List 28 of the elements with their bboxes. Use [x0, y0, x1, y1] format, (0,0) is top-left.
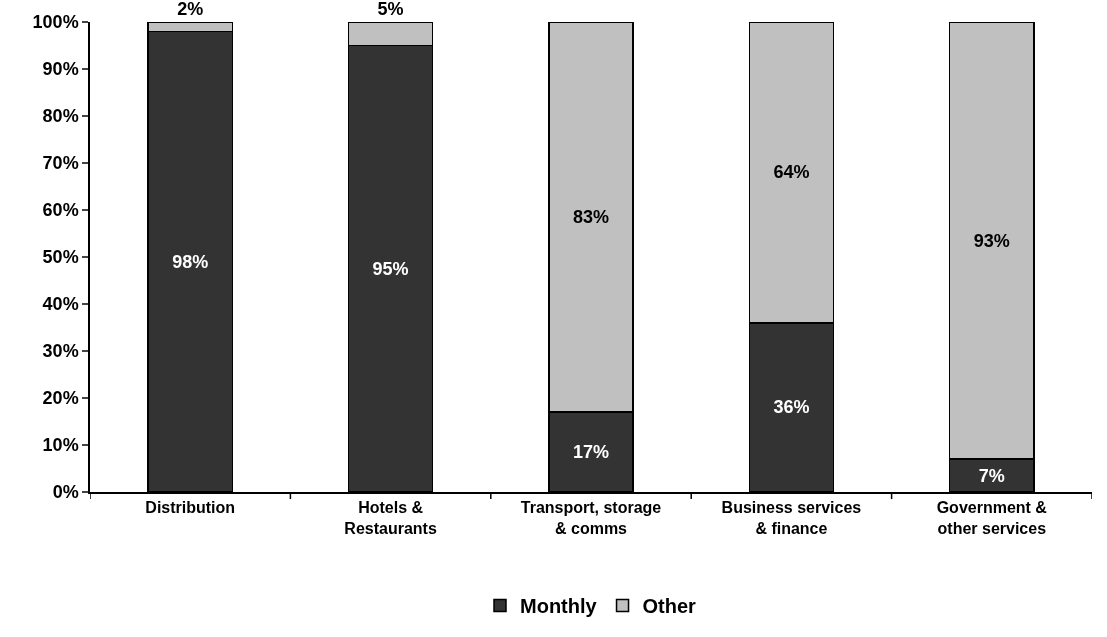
x-tick-label: Distribution: [145, 498, 236, 516]
y-tick-label: 70%: [42, 153, 79, 174]
y-tick-label: 0%: [52, 482, 79, 503]
data-label: 36%: [773, 397, 810, 418]
y-tick-label: 10%: [42, 435, 79, 456]
data-label: 2%: [177, 0, 204, 19]
y-tick-label: 20%: [42, 388, 79, 409]
data-label: 98%: [172, 251, 209, 272]
y-tick-label: 50%: [42, 247, 79, 268]
legend-label: Other: [642, 595, 697, 618]
y-tick-label: 40%: [42, 294, 79, 315]
x-tick-label: Transport, storage & comms: [520, 498, 662, 537]
y-tick-label: 60%: [42, 200, 79, 221]
y-tick-label: 80%: [42, 106, 79, 127]
y-tick-label: 30%: [42, 341, 79, 362]
y-tick-label: 90%: [42, 59, 79, 80]
x-tick-label: Government & other services: [936, 498, 1048, 537]
data-label: 93%: [973, 230, 1010, 251]
data-label: 7%: [978, 465, 1005, 486]
x-tick-label: Hotels & Restaurants: [344, 498, 437, 537]
legend-label: Monthly: [520, 595, 598, 618]
y-tick-label: 100%: [32, 12, 79, 33]
data-label: 95%: [372, 258, 409, 279]
data-label: 64%: [773, 162, 810, 183]
data-label: 17%: [572, 442, 610, 463]
data-label: 5%: [377, 0, 404, 19]
data-label: 83%: [572, 207, 610, 228]
x-tick-label: Business services & finance: [721, 498, 862, 537]
